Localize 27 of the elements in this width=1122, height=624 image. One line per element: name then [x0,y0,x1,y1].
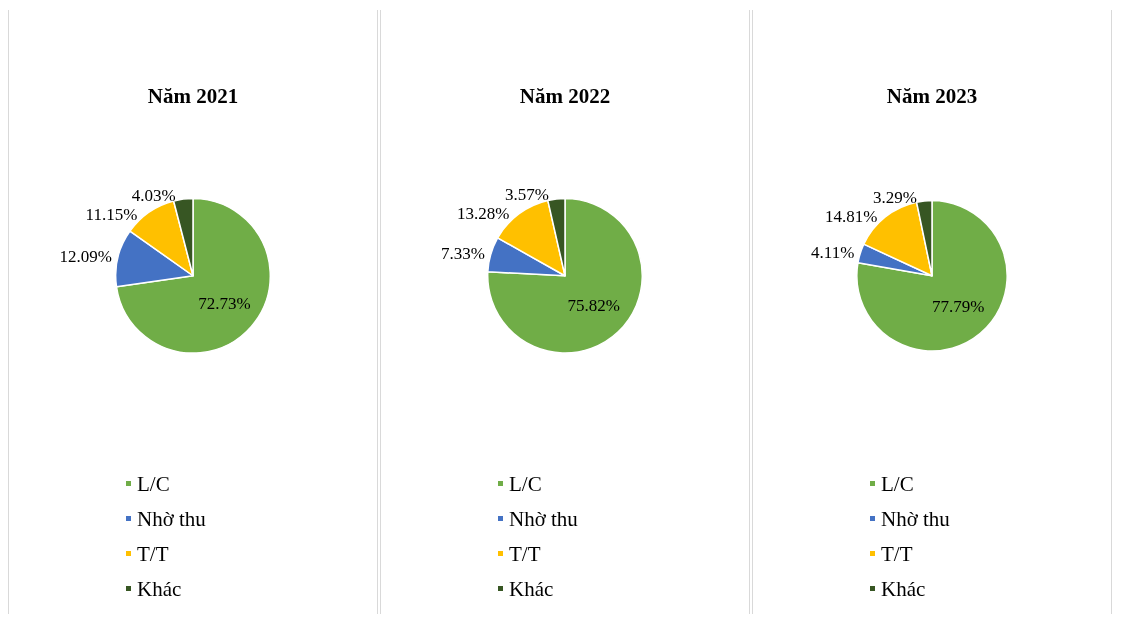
data-label: 12.09% [59,247,112,267]
data-label: 77.79% [931,297,985,317]
data-label: 4.03% [131,185,176,205]
data-label: 14.81% [825,206,878,226]
data-label: 3.57% [504,185,549,205]
legend-label: L/C [137,471,170,496]
legend-label: T/T [509,541,541,566]
legend-label: Nhờ thu [509,506,579,531]
legend-label: L/C [881,471,914,496]
legend-label: Nhờ thu [137,506,207,531]
data-label: 11.15% [85,204,138,224]
legend-label: Khác [509,576,554,601]
legend-label: Nhờ thu [881,506,951,531]
chart-title: Năm 2022 [519,83,611,108]
data-label: 72.73% [198,293,251,313]
data-label: 4.11% [811,242,855,262]
legend-label: Khác [881,576,926,601]
data-label: 75.82% [567,296,620,316]
legend-label: L/C [509,471,542,496]
data-label: 3.29% [872,187,917,207]
legend-label: T/T [137,541,169,566]
legend-label: Khác [137,576,182,601]
chart-title: Năm 2023 [886,83,978,108]
legend-label: T/T [881,541,913,566]
chart-title: Năm 2021 [147,83,239,108]
data-label: 13.28% [457,204,510,224]
data-label: 7.33% [440,243,485,263]
